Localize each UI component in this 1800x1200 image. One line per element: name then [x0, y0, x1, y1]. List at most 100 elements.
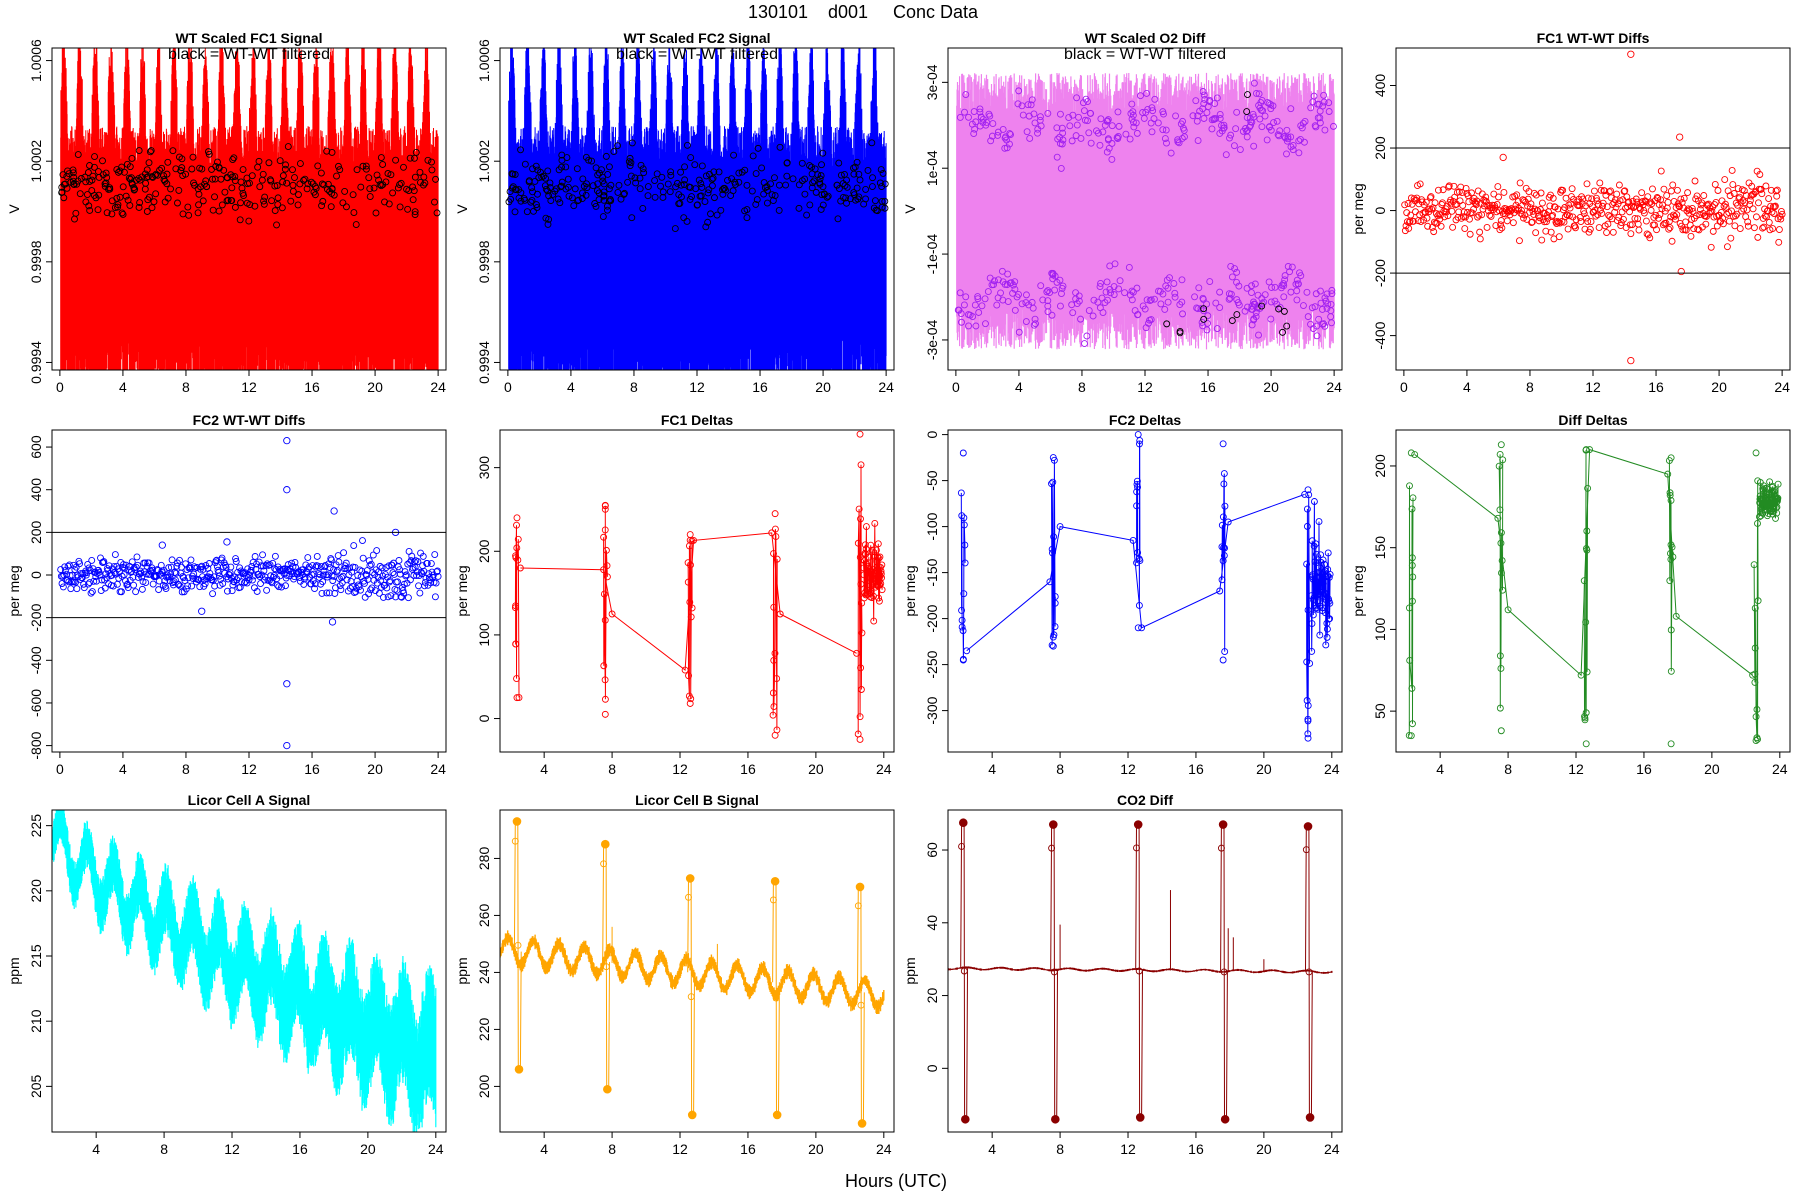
data-point — [1468, 209, 1476, 217]
filtered-point — [164, 194, 172, 202]
data-point — [1048, 844, 1056, 852]
data-point — [1660, 185, 1668, 193]
filtered-point — [653, 170, 661, 178]
data-point — [1110, 291, 1118, 299]
data-point — [1722, 203, 1730, 211]
x-tick-label: 8 — [182, 761, 190, 777]
x-tick-label: 4 — [119, 761, 127, 777]
data-point — [251, 553, 259, 560]
filtered-point — [600, 196, 608, 204]
data-point — [1756, 171, 1764, 178]
data-point — [1620, 187, 1628, 195]
spike-trace — [687, 877, 695, 1116]
spike-top-point — [600, 839, 610, 849]
x-tick-label: 16 — [304, 761, 320, 777]
filtered-point — [617, 195, 625, 203]
x-tick-label: 8 — [1526, 379, 1534, 395]
data-point — [1536, 214, 1544, 222]
filtered-point — [675, 191, 683, 199]
data-point — [256, 573, 264, 581]
data-point — [259, 562, 267, 570]
data-point — [375, 589, 383, 597]
data-point — [1754, 233, 1762, 241]
data-point — [976, 108, 984, 116]
data-point — [1233, 296, 1241, 304]
filtered-point — [151, 171, 159, 179]
data-point — [1304, 486, 1312, 494]
y-axis-label: per meg — [1350, 565, 1366, 616]
filtered-point — [164, 158, 172, 166]
data-point — [410, 572, 418, 579]
data-point — [1439, 199, 1446, 207]
filtered-point — [420, 181, 427, 189]
data-point — [222, 563, 230, 571]
data-point — [1220, 124, 1228, 132]
filtered-point — [281, 165, 289, 173]
x-tick-label: 24 — [1772, 761, 1788, 777]
filtered-point — [626, 162, 634, 170]
data-point — [1688, 205, 1696, 212]
data-point — [1592, 212, 1600, 220]
data-point — [1211, 100, 1219, 108]
filtered-point — [289, 181, 297, 189]
data-point — [1028, 96, 1036, 104]
data-point — [960, 301, 968, 309]
filtered-point — [683, 141, 691, 149]
data-point — [1483, 224, 1491, 231]
data-point — [262, 562, 270, 569]
data-point — [1580, 210, 1588, 218]
data-point — [1065, 114, 1073, 121]
filtered-point — [282, 161, 289, 169]
data-point — [1473, 197, 1481, 205]
data-point — [1193, 304, 1201, 312]
data-point — [80, 580, 88, 588]
data-point — [1236, 146, 1244, 153]
filtered-point — [147, 147, 155, 155]
outlier-point — [1677, 267, 1685, 276]
data-point — [1637, 199, 1645, 207]
data-point — [128, 558, 136, 566]
data-point — [1247, 121, 1254, 129]
data-point — [1771, 202, 1779, 210]
filtered-point — [599, 177, 607, 185]
filtered-point — [84, 169, 92, 176]
data-point — [1721, 200, 1729, 208]
x-tick-label: 8 — [1056, 761, 1064, 777]
data-point — [1133, 284, 1141, 292]
filtered-point — [600, 188, 608, 196]
data-point — [209, 590, 217, 598]
data-point — [1613, 190, 1621, 198]
data-point — [1730, 190, 1738, 197]
data-point — [1083, 332, 1091, 340]
x-tick-label: 24 — [430, 379, 446, 395]
filtered-point — [615, 181, 623, 189]
cluster-trace — [960, 440, 1311, 734]
data-point — [1075, 292, 1083, 300]
data-point — [1222, 151, 1230, 159]
filtered-point — [289, 166, 296, 174]
data-point — [1733, 210, 1741, 218]
filtered-point — [724, 176, 731, 184]
filtered-point — [335, 162, 342, 170]
x-tick-label: 0 — [56, 379, 64, 395]
data-point — [1157, 300, 1165, 308]
data-point — [1199, 88, 1207, 95]
data-point — [600, 566, 608, 574]
filtered-point — [143, 208, 151, 215]
data-point — [1582, 740, 1590, 748]
filtered-point — [564, 183, 572, 191]
data-point — [1056, 133, 1064, 141]
data-point — [1656, 211, 1664, 218]
data-point — [1271, 283, 1279, 291]
data-point — [1015, 328, 1023, 336]
data-point — [1325, 99, 1333, 107]
filtered-point — [101, 180, 109, 188]
data-point — [1179, 310, 1186, 318]
data-point — [513, 694, 521, 702]
filtered-point — [1275, 305, 1283, 313]
data-point — [854, 902, 862, 910]
filtered-point — [229, 173, 237, 181]
data-point — [1320, 320, 1328, 328]
filtered-point — [671, 225, 679, 233]
x-tick-label: 8 — [182, 379, 190, 395]
